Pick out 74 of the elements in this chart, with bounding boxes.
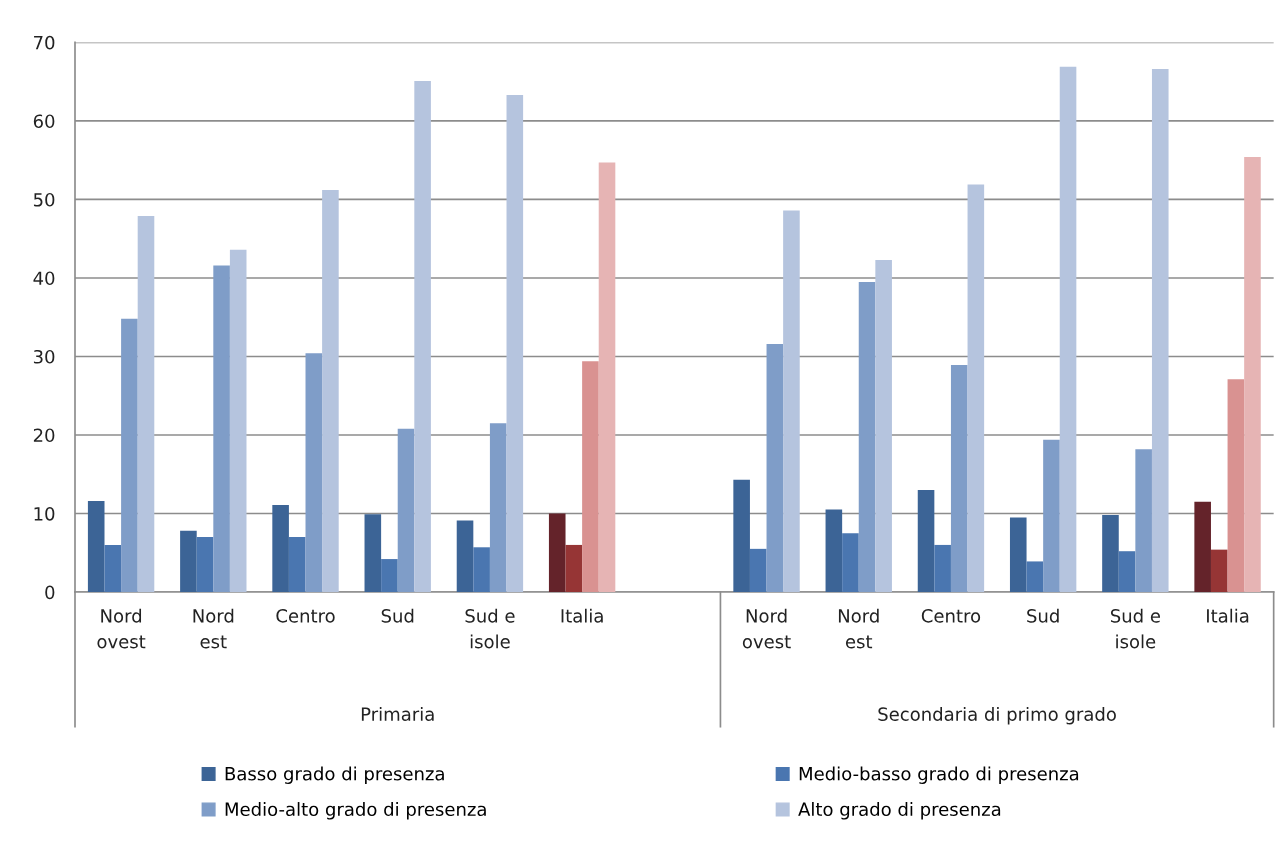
x-tick-label: Italia [561, 608, 603, 623]
x-tick-label: Sud e isole [465, 608, 515, 649]
bar [1009, 517, 1027, 593]
bar [1059, 66, 1077, 593]
bar [196, 537, 214, 593]
bar [288, 537, 306, 593]
bar [1102, 515, 1119, 593]
legend-label: Basso grado di presenza [225, 766, 444, 784]
bar [766, 343, 784, 593]
bar [1210, 549, 1228, 593]
x-tick-label: Nord ovest [742, 608, 791, 649]
bar [548, 513, 566, 593]
bar [305, 353, 323, 593]
bar [783, 210, 800, 593]
x-tick-label: Italia [1207, 608, 1249, 623]
bar [506, 95, 524, 593]
bar [104, 544, 122, 593]
bar [121, 318, 138, 593]
bar [582, 361, 599, 593]
bar [397, 428, 415, 593]
bar [1194, 501, 1211, 593]
y-tick-label: 60 [33, 114, 55, 129]
bar [272, 504, 289, 593]
bar [456, 520, 474, 593]
text: Secondaria di primo grado [878, 706, 1116, 725]
bar [322, 190, 339, 593]
bar [749, 548, 767, 593]
bar [180, 530, 197, 593]
x-tick-label: Sud e isole [1110, 608, 1160, 649]
y-tick-label: 40 [33, 271, 55, 286]
x-tick-label: Nord est [838, 608, 879, 649]
bar [87, 500, 105, 593]
legend-label: Alto grado di presenza [798, 802, 1001, 820]
bar [733, 479, 750, 593]
bar [950, 365, 968, 593]
bar [229, 249, 247, 593]
bar [1135, 449, 1152, 593]
bar [934, 544, 951, 593]
bar [1118, 551, 1136, 593]
y-tick-label: 70 [34, 35, 55, 50]
text: Primaria [361, 706, 434, 721]
bar [858, 281, 876, 593]
legend-label: Medio-basso grado di presenza [799, 766, 1079, 784]
bar [967, 184, 985, 593]
bar [1043, 439, 1060, 593]
x-tick-label: Nord est [193, 608, 234, 649]
y-tick-label: 20 [33, 428, 55, 443]
bar [137, 215, 155, 593]
bar [473, 547, 490, 593]
bar [598, 162, 616, 593]
bar [364, 514, 382, 593]
bar [1227, 379, 1245, 593]
bar [875, 259, 892, 593]
legend-label: Medio-alto grado di presenza [225, 802, 486, 820]
bar [825, 509, 843, 593]
x-tick-label: Centro [276, 609, 335, 623]
bar [489, 423, 507, 593]
bar [213, 265, 230, 593]
bar [1026, 561, 1044, 593]
y-tick-label: 30 [33, 349, 55, 364]
bar [565, 544, 583, 593]
bar [1244, 157, 1261, 593]
x-tick-label: Nord ovest [97, 608, 146, 649]
y-tick-label: 50 [33, 192, 55, 207]
bar [842, 533, 859, 593]
x-tick-label: Sud [381, 608, 414, 623]
x-tick-label: Centro [921, 609, 981, 623]
bar [917, 489, 935, 593]
bar [1151, 69, 1169, 593]
x-tick-label: Sud [1027, 608, 1059, 623]
y-tick-label: 0 [45, 585, 55, 600]
y-tick-label: 10 [34, 506, 55, 521]
bar [414, 80, 431, 593]
bar [381, 559, 398, 593]
